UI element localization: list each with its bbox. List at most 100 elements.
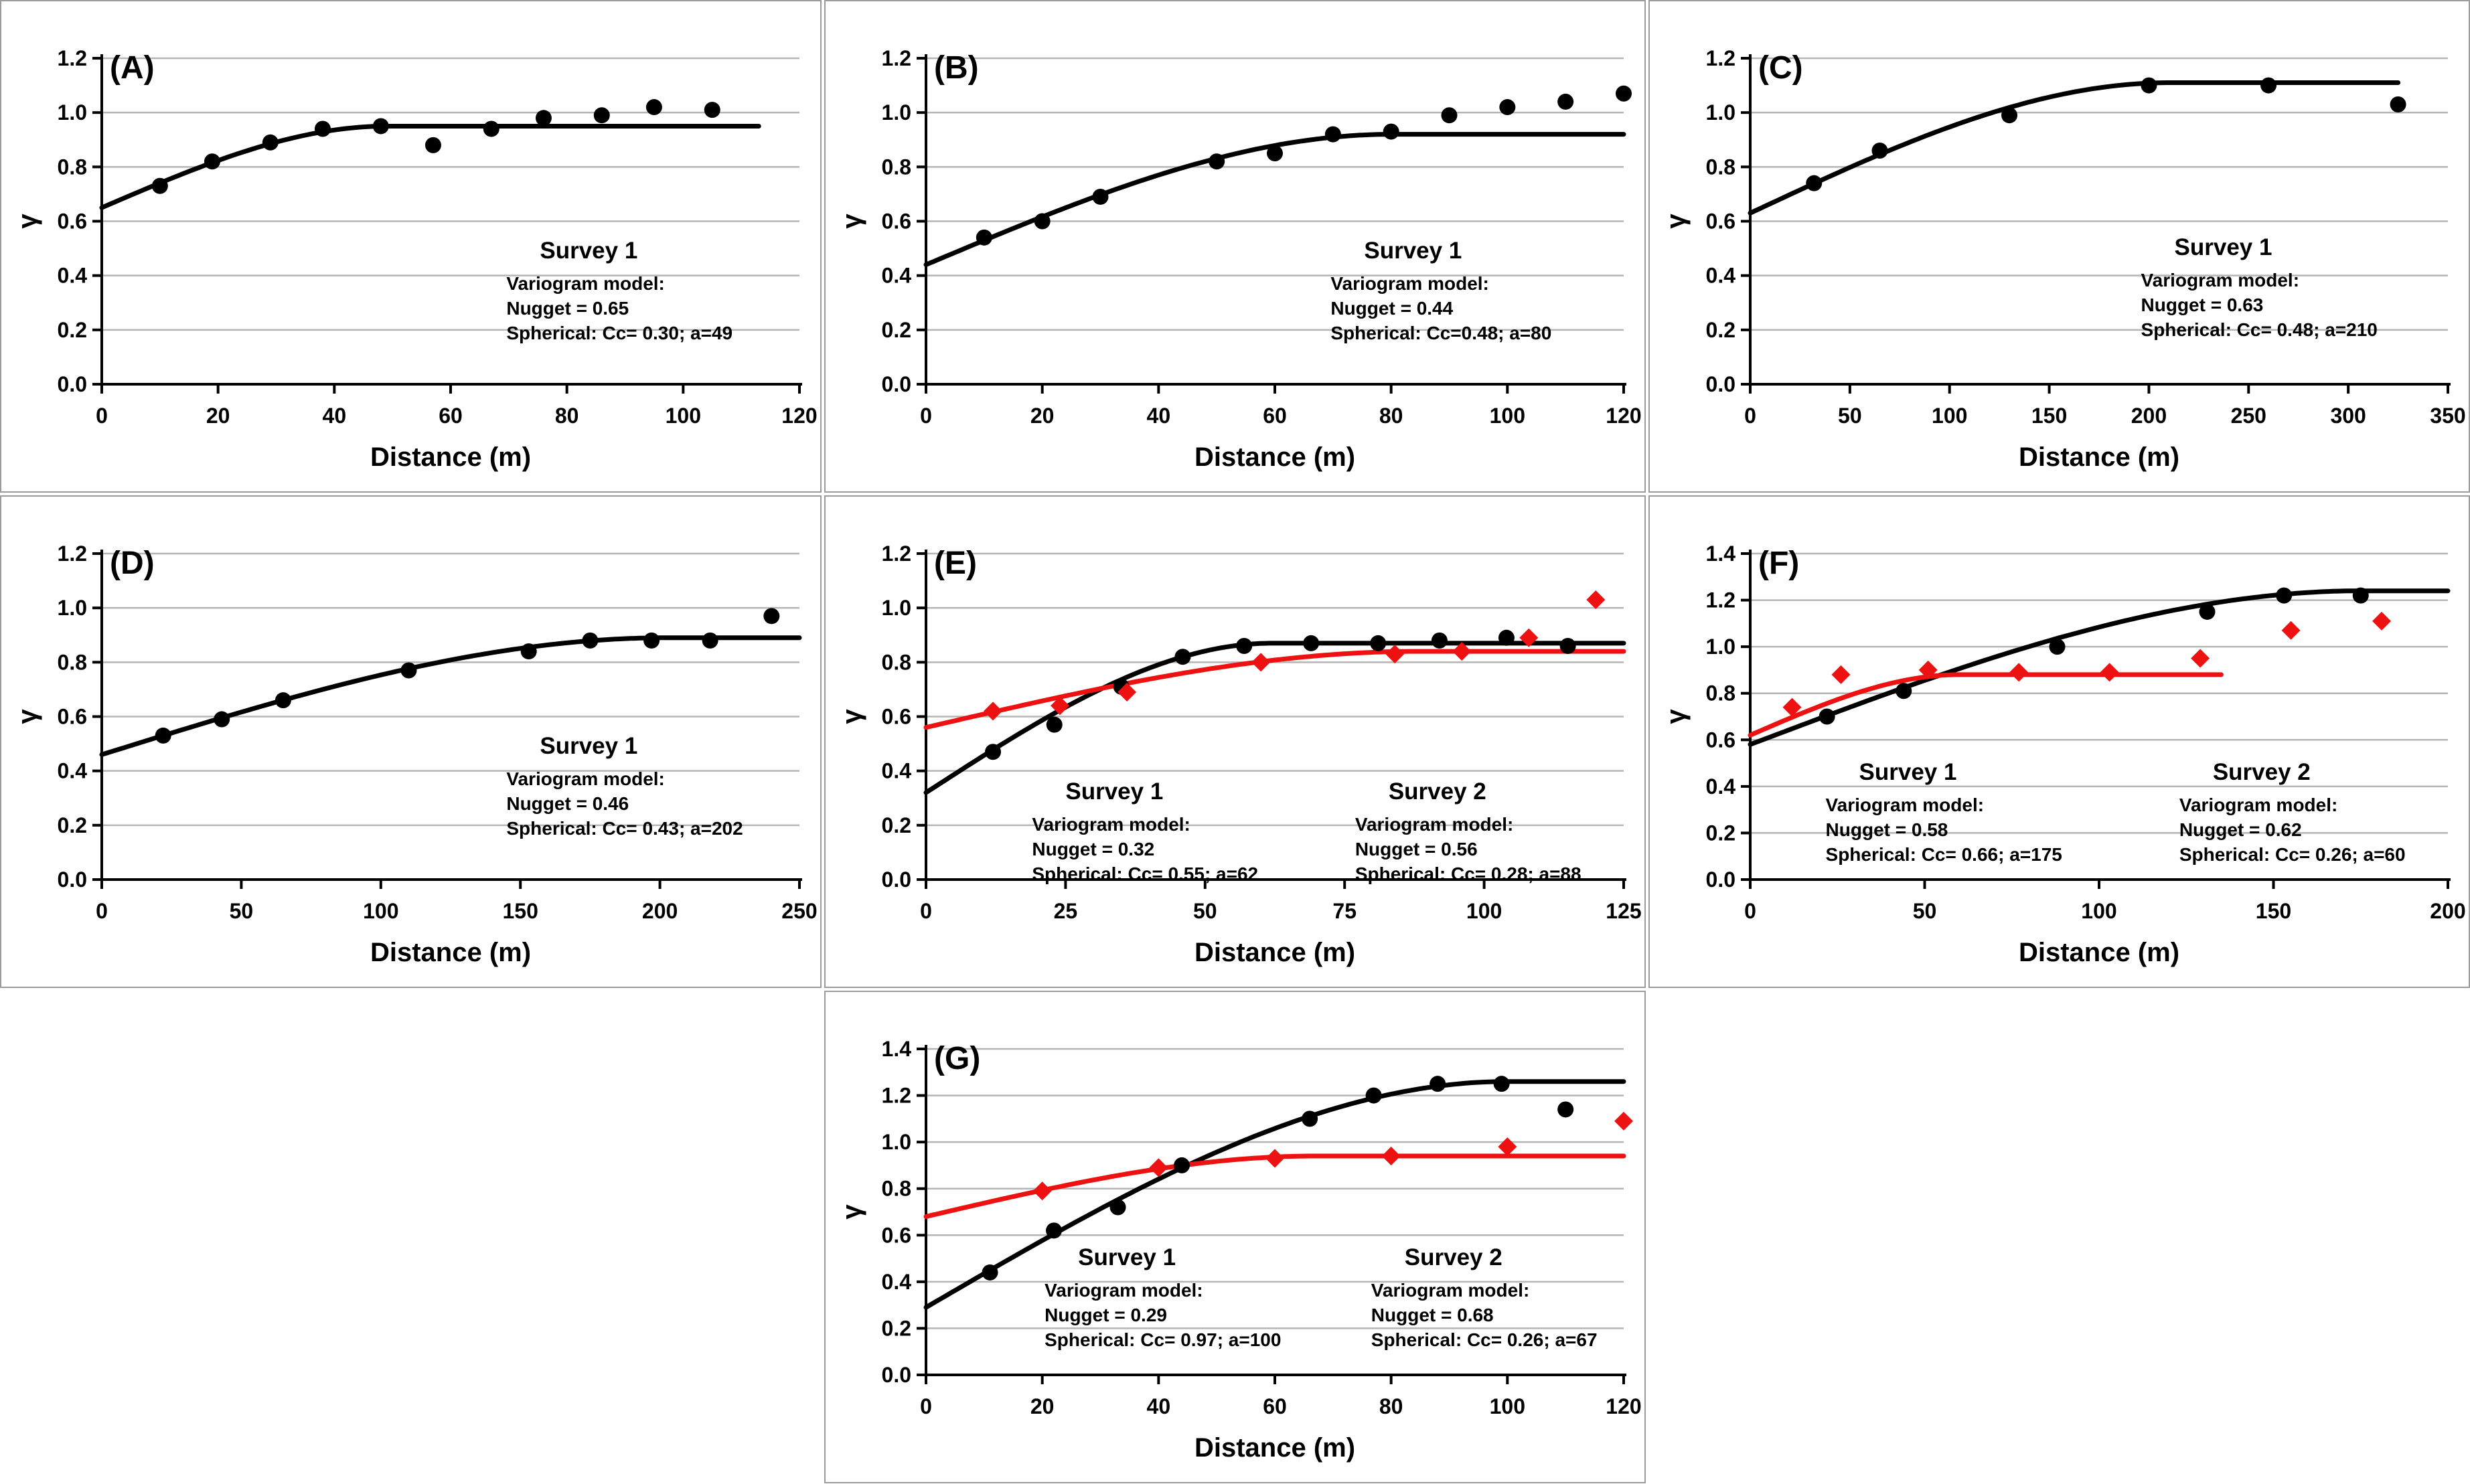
- data-point-survey-2: [2281, 621, 2301, 640]
- annotation-title: Survey 1: [1364, 237, 1462, 264]
- data-point-survey-1: [1430, 1076, 1446, 1092]
- data-point-survey-2: [2191, 649, 2210, 668]
- x-tick-label: 80: [1379, 404, 1403, 428]
- x-tick-label: 150: [2031, 404, 2067, 428]
- y-tick-label: 1.2: [882, 46, 911, 70]
- data-point-survey-1: [1806, 175, 1823, 191]
- y-tick-label: 0.6: [58, 210, 87, 234]
- data-point-survey-2: [1149, 1158, 1168, 1177]
- x-tick-label: 100: [1932, 404, 1967, 428]
- x-tick-label: 60: [1263, 404, 1287, 428]
- x-axis-title: Distance (m): [1194, 1433, 1355, 1463]
- data-point-survey-1: [314, 120, 331, 137]
- data-point-survey-1: [976, 229, 992, 246]
- y-tick-label: 0.0: [1706, 868, 1735, 892]
- x-tick-label: 50: [1193, 899, 1217, 923]
- data-point-survey-1: [1441, 107, 1458, 124]
- x-tick-label: 50: [1913, 899, 1937, 923]
- data-point-survey-2: [2100, 663, 2119, 682]
- data-point-survey-1: [1557, 1101, 1574, 1118]
- variogram-chart-a: 0.0 0.2 0.4 0.6 0.8 1.0 1.2 0 20 40 60 80 100 120 Dist…: [13, 46, 818, 472]
- x-tick-label: 0: [1744, 899, 1756, 923]
- annotation-title: Survey 2: [1404, 1244, 1502, 1271]
- data-point-survey-1: [1493, 1076, 1510, 1092]
- y-tick-label: 1.2: [882, 1084, 911, 1108]
- panel-letter: (A): [110, 50, 155, 86]
- data-point-survey-2: [1782, 697, 1802, 717]
- data-point-survey-2: [1265, 1149, 1284, 1168]
- panel-f: 0.0 0.2 0.4 0.6 0.8 1.0 1.2 1.4 0 50 100 150 200 Dist…: [1648, 495, 2470, 988]
- y-tick-label: 0.4: [1706, 264, 1736, 288]
- panel-g: 0.0 0.2 0.4 0.6 0.8 1.0 1.2 1.4 0 20 40 60 80 100 120 D…: [824, 991, 1646, 1483]
- x-tick-label: 20: [1030, 404, 1055, 428]
- y-tick-label: 1.0: [58, 596, 87, 620]
- y-tick-label: 0.6: [882, 210, 911, 234]
- x-tick-label: 150: [2256, 899, 2291, 923]
- data-point-survey-1: [2260, 77, 2277, 94]
- data-point-survey-1: [1267, 145, 1283, 162]
- y-tick-label: 0.4: [882, 759, 912, 783]
- annotation-line: Nugget = 0.46: [506, 793, 629, 814]
- panel-a: 0.0 0.2 0.4 0.6 0.8 1.0 1.2 0 20 40 60 80 100 120 Dist…: [0, 0, 822, 493]
- data-point-survey-1: [372, 118, 389, 135]
- y-tick-label: 1.2: [58, 46, 87, 70]
- x-tick-label: 200: [2430, 899, 2465, 923]
- y-tick-label: 0.0: [882, 868, 911, 892]
- annotation-title: Survey 2: [2212, 758, 2311, 785]
- annotation-title: Survey 2: [1388, 778, 1486, 805]
- data-point-survey-1: [643, 632, 660, 649]
- annotation-line: Nugget = 0.65: [506, 297, 629, 319]
- annotation-line: Variogram model:: [2179, 794, 2338, 815]
- y-tick-label: 0.2: [882, 1316, 911, 1340]
- x-axis-title: Distance (m): [370, 938, 531, 967]
- x-axis-title: Distance (m): [1194, 442, 1355, 472]
- annotation-line: Spherical: Cc= 0.28; a=88: [1355, 863, 1581, 885]
- variogram-chart-g: 0.0 0.2 0.4 0.6 0.8 1.0 1.2 1.4 0 20 40 60 80 100 120 D…: [837, 1037, 1642, 1463]
- x-tick-label: 100: [363, 899, 398, 923]
- data-point-survey-2: [984, 702, 1003, 721]
- data-point-survey-1: [214, 711, 230, 728]
- data-point-survey-1: [1236, 637, 1253, 654]
- data-point-survey-2: [1614, 1111, 1633, 1131]
- y-tick-label: 0.6: [1706, 728, 1735, 752]
- x-tick-label: 50: [1838, 404, 1862, 428]
- annotation-line: Variogram model:: [1032, 814, 1190, 835]
- x-tick-label: 80: [555, 404, 579, 428]
- annotation-survey-1: Survey 1 Variogram model: Nugget = 0.46 Sph…: [506, 733, 743, 841]
- y-tick-label: 1.0: [1706, 635, 1735, 659]
- variogram-chart-d: 0.0 0.2 0.4 0.6 0.8 1.0 1.2 0 50 100 150 200 250 Dist…: [13, 542, 818, 967]
- y-tick-label: 0.8: [882, 650, 911, 674]
- x-tick-label: 80: [1379, 1394, 1403, 1418]
- y-axis-title: γ: [837, 1204, 866, 1220]
- annotation-line: Nugget = 0.44: [1330, 297, 1454, 319]
- y-tick-label: 0.8: [58, 155, 87, 179]
- annotation-line: Spherical: Cc= 0.26; a=60: [2179, 843, 2406, 865]
- data-point-survey-1: [985, 744, 1002, 760]
- data-point-survey-1: [1557, 93, 1574, 110]
- data-point-survey-1: [1174, 1157, 1190, 1173]
- y-tick-label: 0.4: [58, 759, 88, 783]
- x-axis-title: Distance (m): [2019, 442, 2179, 472]
- y-tick-label: 0.8: [882, 1177, 911, 1201]
- y-tick-label: 0.6: [882, 1223, 911, 1247]
- data-point-survey-1: [1431, 632, 1448, 649]
- data-point-survey-1: [1174, 649, 1191, 665]
- data-point-survey-1: [535, 110, 552, 127]
- x-tick-label: 350: [2430, 404, 2465, 428]
- y-tick-label: 0.6: [882, 705, 911, 729]
- data-point-survey-1: [1559, 637, 1576, 654]
- annotation-line: Spherical: Cc=0.48; a=80: [1330, 322, 1552, 343]
- data-point-survey-1: [2276, 587, 2293, 604]
- annotation-survey-1: Survey 1 Variogram model: Nugget = 0.63 Sph…: [2141, 234, 2378, 342]
- annotation-line: Variogram model:: [1330, 272, 1489, 294]
- annotation-line: Spherical: Cc= 0.55; a=62: [1032, 863, 1259, 885]
- y-tick-label: 0.2: [58, 318, 87, 342]
- y-tick-label: 1.0: [882, 596, 911, 620]
- panel-b: 0.0 0.2 0.4 0.6 0.8 1.0 1.2 0 20 40 60 80 100 120 Dist…: [824, 0, 1646, 493]
- annotation-title: Survey 1: [1065, 778, 1164, 805]
- data-point-survey-1: [275, 692, 291, 709]
- data-point-survey-1: [1819, 708, 1835, 725]
- y-axis-title: γ: [1661, 709, 1691, 724]
- data-point-survey-2: [1032, 1181, 1052, 1201]
- panel-d: 0.0 0.2 0.4 0.6 0.8 1.0 1.2 0 50 100 150 200 250 Dist…: [0, 495, 822, 988]
